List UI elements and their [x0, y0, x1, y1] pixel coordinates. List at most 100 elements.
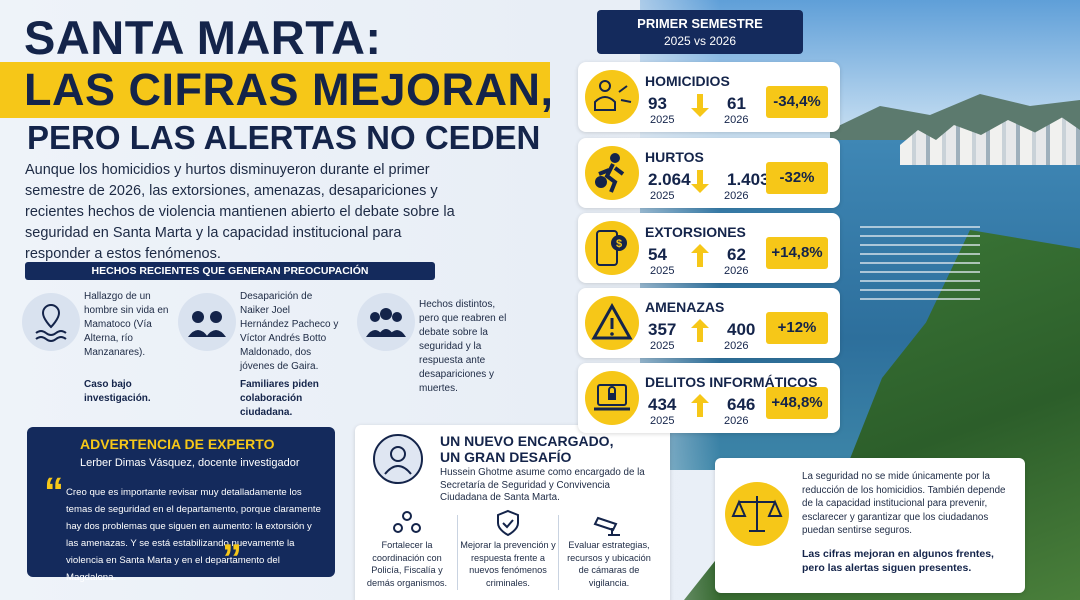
scale-icon [725, 482, 789, 546]
stat-label: AMENAZAS [645, 299, 725, 315]
section-heading: HECHOS RECIENTES QUE GENERAN PREOCUPACIÓ… [25, 262, 435, 280]
official-text: Hussein Ghotme asume como encargado de l… [440, 467, 645, 503]
intro: Aunque los homicidios y hurtos disminuye… [25, 162, 455, 262]
arrow [691, 394, 709, 417]
action-text: Evaluar estrategias, recursos y ubicació… [567, 540, 651, 588]
change-badge: -32% [766, 162, 828, 194]
stat-year: 2025 [650, 265, 675, 277]
title-line: LAS CIFRAS MEJORAN, [24, 64, 554, 115]
event-text: Hechos distintos, pero que reabren el de… [419, 299, 507, 394]
official-title: UN GRAN DESAFÍO [440, 449, 572, 465]
stat-value: 434 [648, 395, 677, 414]
event-icon [357, 293, 415, 351]
stat-value: 54 [648, 245, 667, 264]
event-text: Desaparición de Naiker Joel Hernández Pa… [240, 291, 339, 372]
stat-value: 93 [648, 94, 667, 113]
trend-arrow [690, 92, 710, 118]
change-badge: -34,4% [766, 86, 828, 118]
event-text: Hallazgo de un hombre sin vida en Mamato… [84, 291, 169, 358]
shield-icon [497, 509, 519, 537]
trend-arrow [690, 393, 710, 419]
comparison-header [597, 10, 803, 54]
marina [860, 220, 980, 300]
stat-year: 2026 [724, 265, 749, 277]
stat-value: 62 [727, 245, 746, 264]
stat-value: 2.064 [648, 170, 691, 189]
stat-year: 2025 [650, 415, 675, 427]
stat-value: 400 [727, 320, 756, 339]
closing-highlight: Las cifras mejoran en algunos frentes, p… [802, 548, 994, 574]
trend-arrow [690, 318, 710, 344]
stat-year: 2026 [724, 415, 749, 427]
theft-icon [595, 153, 625, 193]
expert-heading: ADVERTENCIA DE EXPERTO [80, 436, 275, 452]
expert-quote: Creo que es importante revisar muy detal… [66, 487, 321, 583]
warning-icon [591, 302, 633, 340]
action-icon [493, 508, 523, 538]
stat-value: 61 [727, 94, 746, 113]
title-line: PERO LAS ALERTAS NO CEDEN [27, 119, 541, 156]
change-badge: +12% [766, 312, 828, 344]
event-note: Caso bajo investigación. [84, 379, 151, 404]
event-icon [178, 293, 236, 351]
stat-label: HURTOS [645, 149, 704, 165]
stat-value: 646 [727, 395, 756, 414]
scale-svg [731, 496, 783, 532]
stat-year: 2026 [724, 114, 749, 126]
comparison-heading: PRIMER SEMESTRE [637, 16, 763, 31]
camera-icon [593, 516, 620, 536]
stat-label: HOMICIDIOS [645, 73, 730, 89]
laptop-icon [594, 384, 630, 411]
event-icon [22, 293, 80, 351]
phone-icon: $ [596, 230, 627, 266]
arrow [691, 94, 709, 117]
action-text: Fortalecer la coordinación con Policía, … [366, 540, 448, 588]
title-band [0, 62, 550, 118]
stat-year: 2025 [650, 114, 675, 126]
arrow [691, 319, 709, 342]
divider [457, 515, 458, 590]
wave-icon [35, 303, 67, 342]
stat-value: 1.403 [727, 170, 770, 189]
stat-year: 2026 [724, 340, 749, 352]
closing-text: La seguridad no se mide únicamente por l… [802, 471, 1006, 536]
stat-icon [585, 371, 639, 425]
stat-icon [585, 296, 639, 350]
action-text: Mejorar la prevención y respuesta frente… [460, 540, 556, 588]
people-icon [188, 311, 226, 337]
arrow [691, 244, 709, 267]
stat-value: 357 [648, 320, 677, 339]
stat-icon: $ [585, 221, 639, 275]
stat-year: 2025 [650, 340, 675, 352]
trend-arrow [690, 168, 710, 194]
change-badge: +48,8% [766, 387, 828, 419]
stat-icon [585, 146, 639, 200]
homicide-icon [594, 80, 632, 111]
change-badge: +14,8% [766, 237, 828, 269]
event-note: Familiares piden colaboración ciudadana. [240, 379, 319, 418]
action-icon [392, 508, 422, 538]
svg-text:$: $ [616, 238, 622, 250]
divider [558, 515, 559, 590]
quote-mark: “ [44, 470, 64, 514]
quote-mark: ” [222, 537, 242, 581]
official-title: UN NUEVO ENCARGADO, [440, 433, 614, 449]
trend-arrow [690, 243, 710, 269]
arrow [691, 170, 709, 193]
stat-icon [585, 70, 639, 124]
network-icon [393, 511, 421, 533]
action-icon [593, 508, 624, 538]
group-icon [366, 308, 406, 337]
official-icon [373, 434, 423, 484]
stat-year: 2025 [650, 190, 675, 202]
stat-year: 2026 [724, 190, 749, 202]
person-icon [384, 446, 412, 475]
comparison-subheading: 2025 vs 2026 [663, 34, 737, 48]
expert-author: Lerber Dimas Vásquez, docente investigad… [80, 457, 300, 469]
stat-label: DELITOS INFORMÁTICOS [645, 374, 818, 390]
stat-label: EXTORSIONES [645, 224, 746, 240]
title-line: SANTA MARTA: [24, 11, 382, 64]
